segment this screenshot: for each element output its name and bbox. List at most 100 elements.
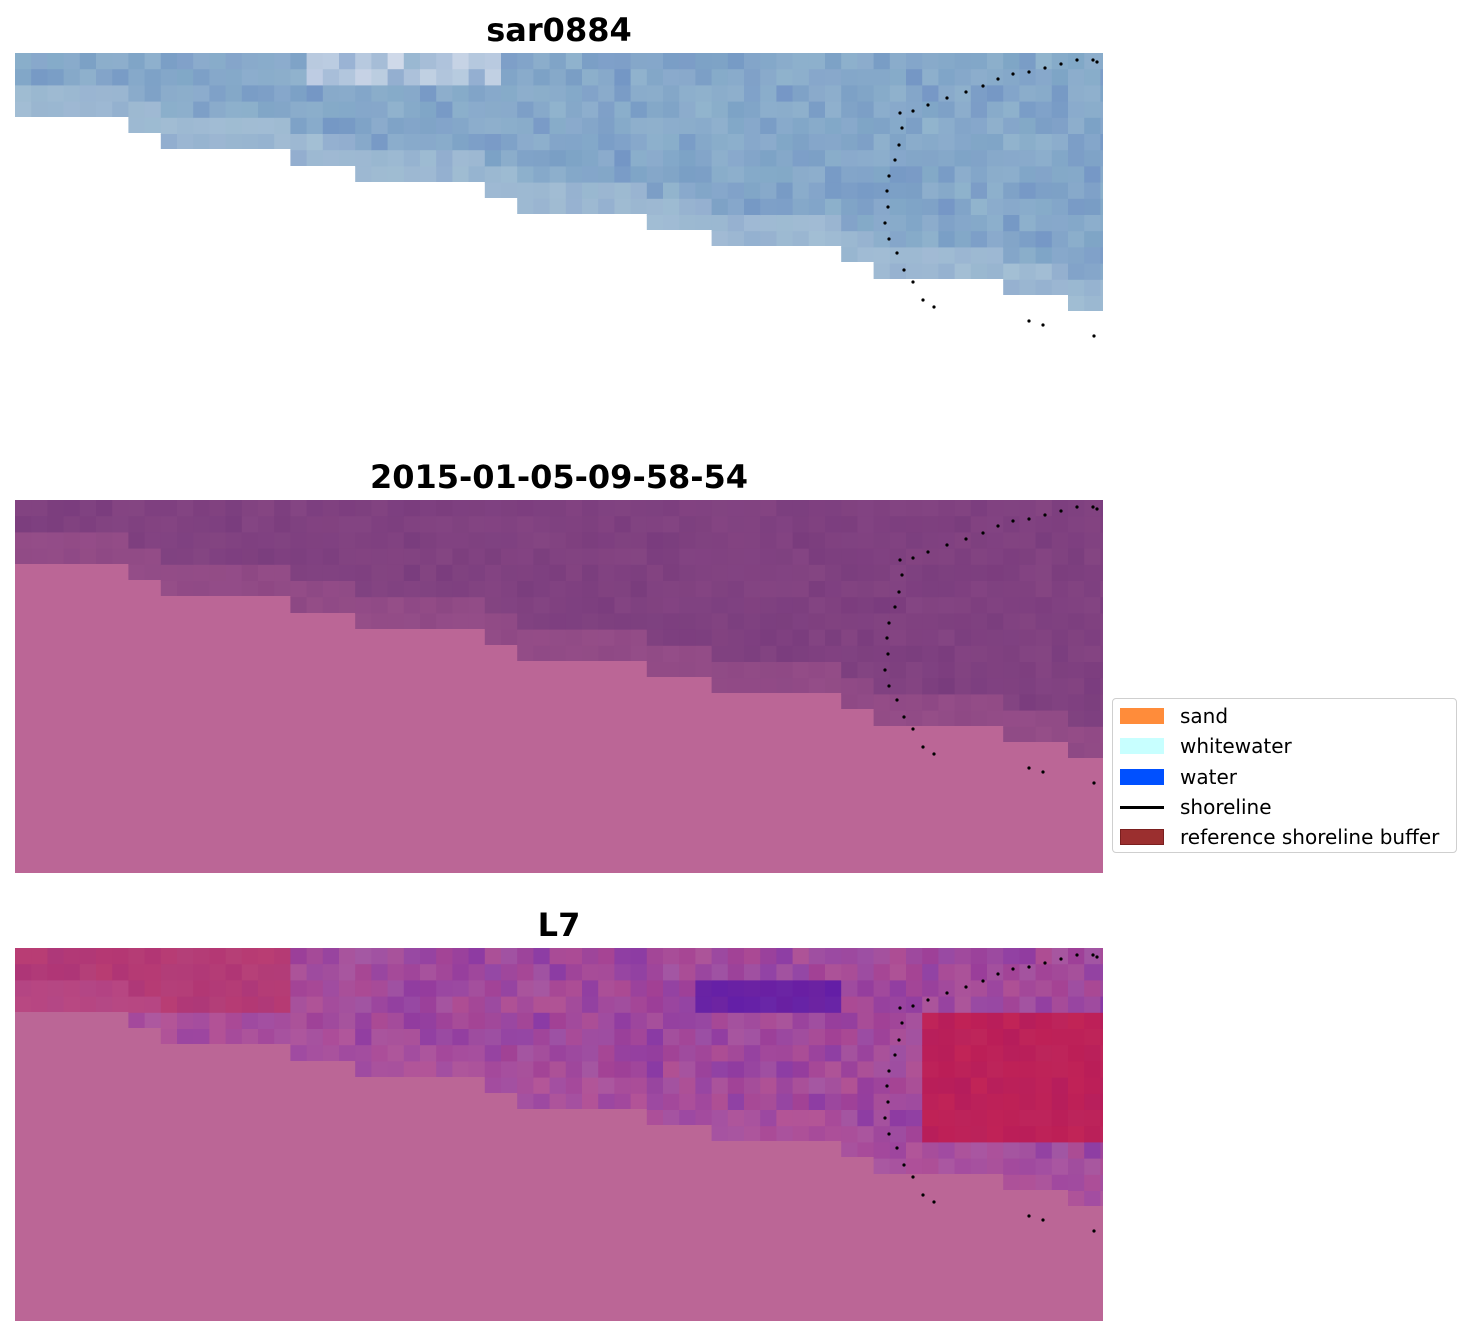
image-pixel bbox=[241, 548, 259, 566]
image-pixel bbox=[517, 980, 534, 998]
image-pixel bbox=[970, 948, 988, 965]
image-pixel bbox=[938, 1158, 956, 1174]
image-pixel bbox=[744, 85, 761, 103]
image-pixel bbox=[1003, 629, 1020, 647]
image-pixel bbox=[1068, 629, 1085, 647]
image-pixel bbox=[1084, 1029, 1101, 1046]
image-pixel bbox=[15, 532, 32, 550]
image-pixel bbox=[533, 85, 551, 103]
image-pixel bbox=[1003, 1174, 1020, 1190]
image-pixel bbox=[808, 166, 826, 184]
image-pixel bbox=[663, 597, 680, 614]
image-pixel bbox=[987, 516, 1004, 533]
image-pixel bbox=[857, 1029, 875, 1046]
image-pixel bbox=[987, 996, 1004, 1014]
image-pixel bbox=[744, 1012, 761, 1030]
image-pixel bbox=[209, 948, 227, 965]
image-pixel bbox=[1019, 231, 1037, 248]
image-pixel bbox=[906, 694, 923, 712]
image-pixel bbox=[193, 948, 210, 965]
image-pixel bbox=[258, 500, 275, 517]
image-pixel bbox=[808, 597, 826, 614]
image-pixel bbox=[598, 532, 615, 550]
shoreline-dot bbox=[911, 280, 915, 284]
image-pixel bbox=[695, 101, 713, 119]
image-pixel bbox=[1003, 1126, 1020, 1143]
image-pixel bbox=[371, 166, 389, 182]
image-pixel bbox=[1068, 231, 1085, 248]
image-pixel bbox=[906, 215, 923, 232]
image-pixel bbox=[79, 532, 97, 550]
image-pixel bbox=[403, 581, 421, 598]
image-pixel bbox=[792, 581, 810, 598]
image-pixel bbox=[906, 1077, 923, 1095]
image-pixel bbox=[452, 166, 470, 182]
shoreline-dot bbox=[996, 77, 1000, 81]
image-pixel bbox=[970, 980, 988, 998]
image-pixel bbox=[1100, 166, 1103, 184]
image-pixel bbox=[841, 564, 858, 582]
image-pixel bbox=[727, 597, 745, 614]
image-pixel bbox=[517, 1012, 534, 1030]
image-pixel bbox=[322, 85, 340, 103]
image-pixel bbox=[841, 980, 858, 998]
image-pixel bbox=[695, 215, 713, 230]
image-pixel bbox=[808, 53, 826, 70]
image-pixel bbox=[549, 500, 567, 517]
image-pixel bbox=[727, 1093, 745, 1111]
image-pixel bbox=[1035, 69, 1053, 86]
image-pixel bbox=[954, 564, 972, 582]
image-pixel bbox=[371, 516, 389, 533]
image-pixel bbox=[1068, 996, 1085, 1014]
image-pixel bbox=[241, 532, 259, 550]
image-pixel bbox=[1100, 980, 1103, 998]
image-pixel bbox=[663, 1110, 680, 1125]
image-pixel bbox=[906, 1110, 923, 1127]
image-pixel bbox=[1051, 678, 1069, 695]
image-pixel bbox=[987, 1012, 1004, 1030]
image-pixel bbox=[987, 85, 1004, 103]
image-pixel bbox=[241, 948, 259, 965]
image-pixel bbox=[825, 101, 842, 119]
image-pixel bbox=[209, 134, 227, 149]
image-pixel bbox=[1035, 1126, 1053, 1143]
image-pixel bbox=[987, 215, 1004, 232]
image-pixel bbox=[1068, 166, 1085, 184]
shoreline-dot bbox=[887, 237, 891, 241]
image-pixel bbox=[663, 1012, 680, 1030]
image-pixel bbox=[1051, 198, 1069, 216]
image-pixel bbox=[1019, 710, 1037, 728]
image-pixel bbox=[160, 134, 178, 149]
image-pixel bbox=[727, 629, 745, 647]
image-pixel bbox=[128, 964, 146, 981]
image-pixel bbox=[873, 1158, 891, 1174]
image-pixel bbox=[1068, 1158, 1085, 1176]
image-pixel bbox=[744, 948, 761, 965]
image-pixel bbox=[825, 53, 842, 70]
image-pixel bbox=[355, 1029, 372, 1046]
image-pixel bbox=[614, 1012, 632, 1030]
image-pixel bbox=[841, 1093, 858, 1111]
image-pixel bbox=[1035, 1142, 1053, 1160]
image-pixel bbox=[727, 53, 745, 70]
image-pixel bbox=[322, 996, 340, 1014]
image-pixel bbox=[987, 548, 1004, 566]
image-pixel bbox=[322, 1029, 340, 1046]
image-pixel bbox=[841, 678, 858, 695]
image-pixel bbox=[468, 548, 486, 566]
image-pixel bbox=[630, 1093, 648, 1109]
image-pixel bbox=[549, 948, 567, 965]
image-pixel bbox=[954, 980, 972, 998]
image-pixel bbox=[792, 134, 810, 151]
image-pixel bbox=[727, 581, 745, 598]
image-pixel bbox=[290, 948, 308, 965]
image-pixel bbox=[128, 101, 146, 119]
image-pixel bbox=[873, 1061, 891, 1079]
image-pixel bbox=[533, 564, 551, 582]
image-pixel bbox=[614, 948, 632, 965]
image-pixel bbox=[420, 69, 437, 86]
image-pixel bbox=[679, 53, 696, 70]
image-pixel bbox=[339, 548, 356, 566]
image-pixel bbox=[436, 1012, 453, 1030]
image-pixels bbox=[15, 948, 1103, 1321]
